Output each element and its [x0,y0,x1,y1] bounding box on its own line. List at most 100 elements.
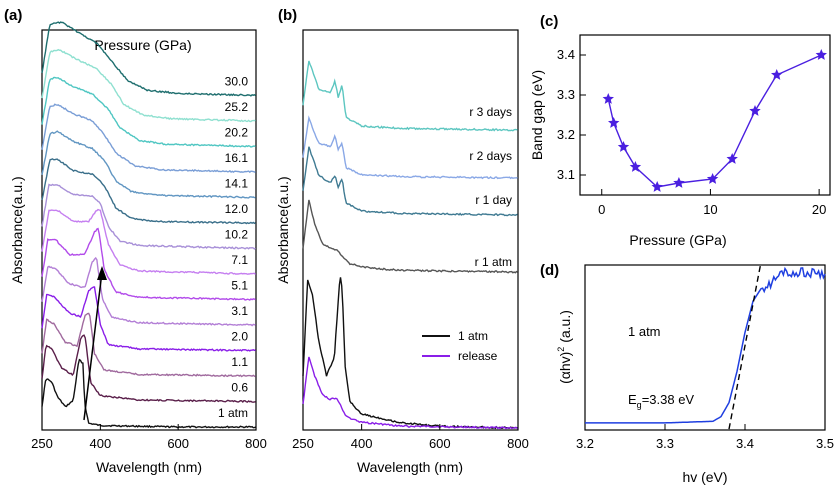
panel-c-point [651,181,663,192]
panel-a-label: 16.1 [225,151,249,165]
panel-a-curve-71 [41,208,257,275]
panel-b-curve-labels: r 3 days r 2 days r 1 day r 1 atm [469,105,512,269]
panel-a: (a) Pressure (GPa) 30.0 25.2 20.2 16.1 14.1 1… [4,7,267,475]
panel-c-ylabel: Band gap (eV) [529,70,545,160]
panel-a-curves [41,21,257,429]
panel-a-label: 20.2 [225,126,249,140]
panel-a-curve-1atm [41,358,256,429]
eg-prefix: E [628,392,637,407]
eg-sub: g [637,400,642,410]
panel-b-xtick-label: 250 [292,436,314,451]
panel-d-eg: Eg=3.38 eV [628,392,694,410]
panel-c-frame [579,34,831,196]
panel-a-label: 1.1 [231,355,248,369]
panel-b-label: r 1 atm [475,255,512,269]
panel-d-xtick-label: 3.4 [736,436,754,451]
panel-a-curve-300 [41,21,256,97]
panel-a-label: 1 atm [218,406,248,420]
panel-d-annotation: 1 atm [628,324,661,339]
panel-a-ylabel: Absorbance(a.u.) [9,176,25,283]
panel-c-point [617,141,630,152]
legend-label-release: release [458,349,498,363]
panel-a-label: 12.0 [225,202,249,216]
panel-b-ylabel: Absorbance(a.u.) [275,176,291,283]
panel-a-label: 30.0 [225,75,249,89]
panel-c-point [749,105,761,116]
panel-a-xtick-label: 400 [90,436,112,451]
panel-b-curve-r3days [302,60,518,132]
panel-c-xtick-label: 20 [812,202,826,217]
panel-d-ylabel: (αhv)2 (a.u.) [556,310,573,384]
panel-c-point [673,177,685,188]
panel-a-label: 14.1 [225,177,249,191]
panel-c-point [726,153,738,164]
panel-b-label: r 2 days [469,149,512,163]
panel-c-point [602,93,614,104]
panel-d-xtick-label: 3.5 [816,436,834,451]
panel-d: (d) 3.2 3.3 3.4 3.5 1 atm Eg=3.38 eV hv (eV… [540,262,834,485]
panel-a-curve-20 [41,286,256,352]
panel-a-xtick-label: 800 [245,436,267,451]
panel-c-data [602,49,827,192]
panel-b-legend: 1 atm release [422,329,498,363]
panel-c-ytick-label: 3.2 [557,127,575,142]
panel-d-curve [585,266,826,424]
panel-c-xlabel: Pressure (GPa) [629,232,726,248]
panel-c-letter: (c) [540,13,558,30]
panel-a-legend-title: Pressure (GPa) [94,37,191,53]
panel-a-curve-51 [41,227,256,301]
panel-b-curve-r1atm [302,199,518,274]
ylabel-tail: (a.u.) [557,310,573,347]
panel-a-label: 10.2 [225,228,249,242]
panel-c-point [608,117,620,128]
panel-a-xtick-label: 250 [31,436,53,451]
panel-a-x-ticks: 250 400 600 800 [31,424,267,451]
panel-a-curve-161 [41,103,256,174]
panel-a-curve-102 [41,183,257,250]
panel-d-frame [584,264,826,431]
panel-a-curve-202 [41,76,256,148]
panel-a-label: 25.2 [225,100,249,114]
panel-d-letter: (d) [540,262,559,279]
panel-d-xtick-label: 3.2 [576,436,594,451]
panel-b-xtick-label: 600 [429,436,451,451]
panel-a-frame [41,29,257,431]
panel-b-curve-r2days [302,115,518,180]
panel-a-curve-120 [41,158,256,225]
panel-a-arrow-line [83,271,103,421]
panel-c-ytick-label: 3.3 [557,87,575,102]
panel-b-label: r 3 days [469,105,512,119]
panel-a-xlabel: Wavelength (nm) [96,459,202,475]
ylabel-main: (αhv) [557,352,573,384]
panel-b-curve-1atm [302,277,518,430]
panel-b-xlabel: Wavelength (nm) [357,459,463,475]
panel-b-frame [302,29,519,431]
panel-a-xtick-label: 600 [167,436,189,451]
panel-a-curve-11 [41,312,256,378]
eg-value: =3.38 eV [642,392,695,407]
panel-a-label: 7.1 [231,253,248,267]
panel-c-ytick-label: 3.1 [557,167,575,182]
panel-c-xtick-label: 0 [598,202,605,217]
panel-c-point [771,69,783,80]
panel-a-label: 0.6 [231,381,248,395]
panel-b-curve-r1day [302,146,518,217]
panel-c-ytick-label: 3.4 [557,47,575,62]
panel-c-line [607,54,822,188]
panel-c-xtick-label: 10 [703,202,717,217]
panel-a-curve-labels: 30.0 25.2 20.2 16.1 14.1 12.0 10.2 7.1 5.1 3.1 2.0… [218,75,248,421]
panel-d-xlabel: hv (eV) [682,469,727,485]
panel-c-point [629,161,642,172]
panel-b-letter: (b) [278,7,297,24]
panel-b-curves [302,60,519,430]
panel-a-label: 5.1 [231,279,248,293]
panel-c-ticks: 0 10 20 3.1 3.2 3.3 3.4 [557,47,826,217]
panel-c-point [706,173,719,184]
panel-b-label: r 1 day [475,193,512,207]
panel-d-xtick-label: 3.3 [656,436,674,451]
ylabel-sup: 2 [556,347,566,352]
panel-a-curve-252 [41,48,256,123]
panel-c-point [815,49,827,60]
panel-a-arrow-head [97,266,107,280]
